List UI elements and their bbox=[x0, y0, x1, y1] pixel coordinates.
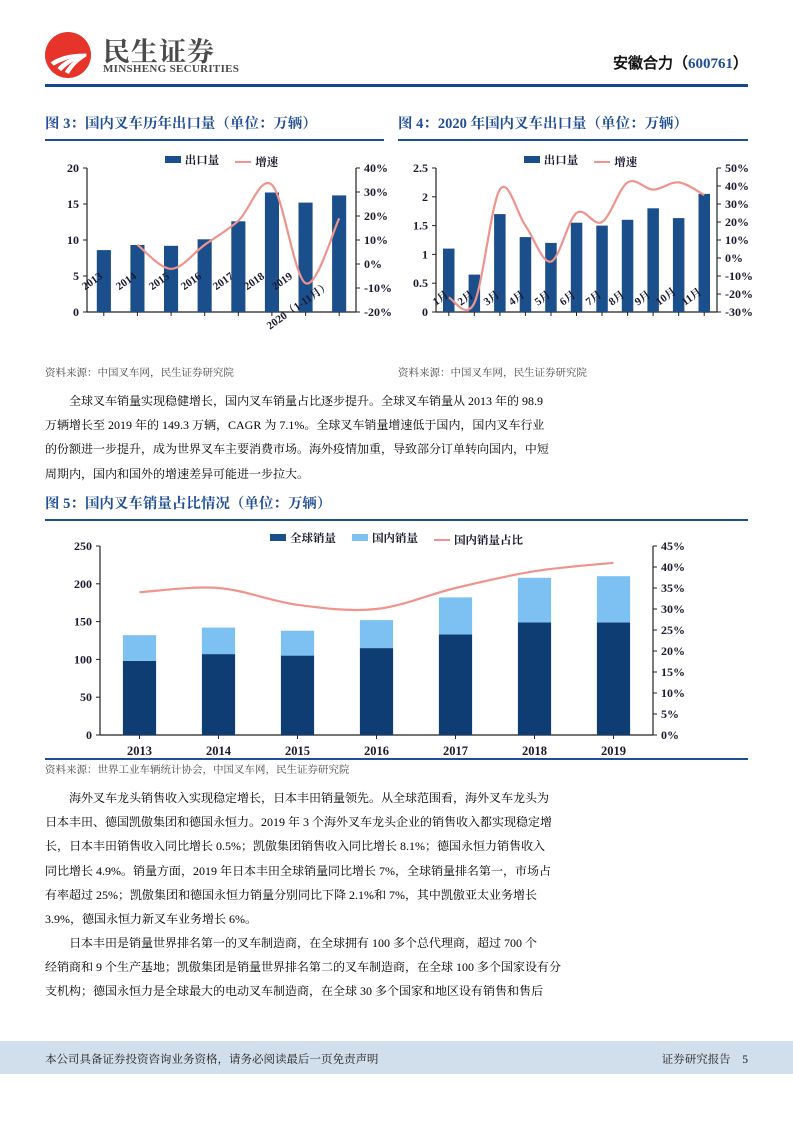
svg-text:-10%: -10% bbox=[364, 281, 392, 295]
svg-text:0.5: 0.5 bbox=[413, 276, 428, 290]
svg-text:10%: 10% bbox=[661, 686, 685, 700]
svg-text:45%: 45% bbox=[661, 540, 685, 553]
svg-text:40%: 40% bbox=[364, 162, 388, 175]
svg-text:0%: 0% bbox=[725, 251, 743, 265]
svg-text:-10%: -10% bbox=[725, 269, 753, 283]
svg-text:2.5: 2.5 bbox=[413, 162, 428, 175]
svg-text:200: 200 bbox=[74, 577, 92, 591]
svg-text:50: 50 bbox=[80, 690, 92, 704]
svg-text:2: 2 bbox=[422, 190, 428, 204]
svg-text:30%: 30% bbox=[725, 197, 749, 211]
svg-text:10%: 10% bbox=[725, 233, 749, 247]
svg-text:100: 100 bbox=[74, 652, 92, 666]
svg-text:2017: 2017 bbox=[443, 744, 468, 758]
svg-text:1: 1 bbox=[422, 247, 428, 261]
svg-text:15: 15 bbox=[67, 197, 79, 211]
svg-text:20%: 20% bbox=[661, 644, 685, 658]
svg-text:30%: 30% bbox=[661, 602, 685, 616]
svg-text:1.5: 1.5 bbox=[413, 219, 428, 233]
svg-text:20: 20 bbox=[67, 162, 79, 175]
svg-text:-20%: -20% bbox=[364, 305, 392, 319]
svg-text:2019: 2019 bbox=[601, 744, 626, 758]
svg-text:-20%: -20% bbox=[725, 287, 753, 301]
svg-text:30%: 30% bbox=[364, 185, 388, 199]
svg-text:0%: 0% bbox=[661, 728, 679, 742]
svg-text:0: 0 bbox=[86, 728, 92, 742]
svg-text:0: 0 bbox=[73, 305, 79, 319]
svg-text:10%: 10% bbox=[364, 233, 388, 247]
svg-text:2016: 2016 bbox=[364, 744, 389, 758]
svg-text:0: 0 bbox=[422, 305, 428, 319]
svg-text:-30%: -30% bbox=[725, 305, 753, 319]
svg-text:2013: 2013 bbox=[127, 744, 152, 758]
svg-text:35%: 35% bbox=[661, 581, 685, 595]
svg-text:0%: 0% bbox=[364, 257, 382, 271]
svg-text:50%: 50% bbox=[725, 162, 749, 175]
svg-text:25%: 25% bbox=[661, 623, 685, 637]
svg-text:10: 10 bbox=[67, 233, 79, 247]
svg-text:20%: 20% bbox=[725, 215, 749, 229]
svg-text:40%: 40% bbox=[661, 560, 685, 574]
svg-text:20%: 20% bbox=[364, 209, 388, 223]
svg-text:150: 150 bbox=[74, 615, 92, 629]
svg-text:2018: 2018 bbox=[522, 744, 547, 758]
svg-text:2015: 2015 bbox=[285, 744, 310, 758]
svg-text:40%: 40% bbox=[725, 179, 749, 193]
svg-text:5: 5 bbox=[73, 269, 79, 283]
svg-text:5%: 5% bbox=[661, 707, 679, 721]
svg-text:2014: 2014 bbox=[206, 744, 232, 758]
svg-text:15%: 15% bbox=[661, 665, 685, 679]
svg-text:250: 250 bbox=[74, 540, 92, 553]
